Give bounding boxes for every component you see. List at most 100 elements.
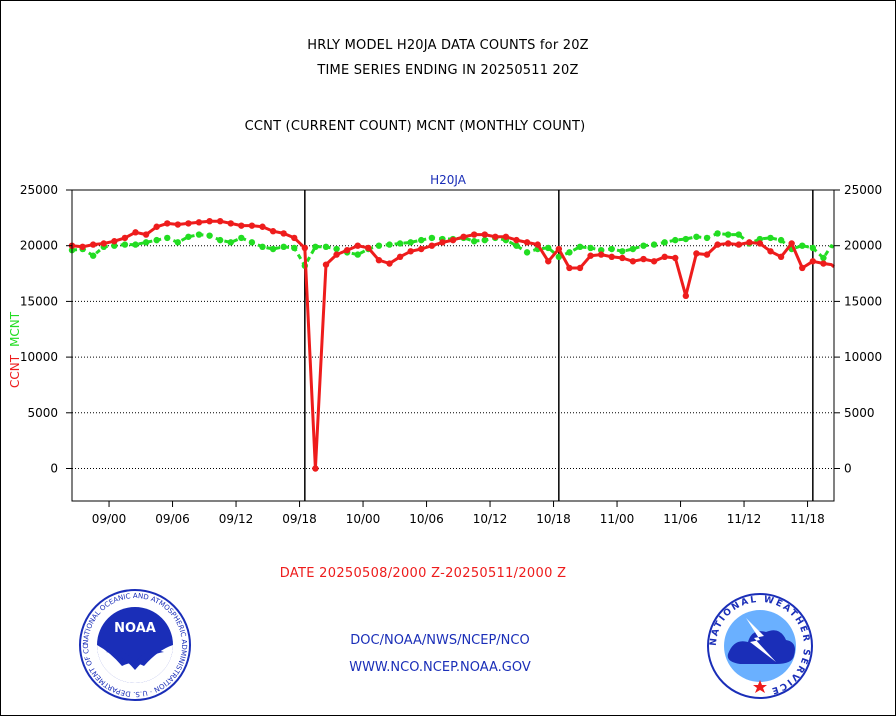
mcnt-data-point bbox=[809, 244, 817, 252]
ccnt-data-point bbox=[333, 251, 340, 258]
ccnt-data-point bbox=[820, 260, 827, 267]
ccnt-data-point bbox=[238, 222, 245, 229]
ccnt-data-point bbox=[597, 251, 605, 258]
ccnt-data-point bbox=[386, 260, 393, 267]
ccnt-data-point bbox=[619, 254, 626, 262]
ccnt-data-point bbox=[301, 244, 309, 252]
y-tick-label-right: 15000 bbox=[844, 294, 882, 308]
y-tick-label-right: 10000 bbox=[844, 350, 882, 364]
mcnt-data-point bbox=[206, 232, 213, 239]
y-tick-label-left: 5000 bbox=[27, 406, 58, 420]
mcnt-data-point bbox=[545, 244, 552, 252]
ccnt-data-point bbox=[777, 253, 785, 261]
ccnt-data-point bbox=[312, 465, 319, 472]
mcnt-data-point bbox=[174, 239, 182, 246]
x-tick-label: 10/18 bbox=[536, 512, 571, 526]
mcnt-data-point bbox=[640, 242, 647, 249]
ccnt-data-point bbox=[672, 254, 679, 262]
ccnt-data-point bbox=[396, 253, 404, 261]
ccnt-data-point bbox=[608, 253, 615, 261]
mcnt-data-point bbox=[672, 236, 679, 244]
x-tick-label: 09/00 bbox=[92, 512, 127, 526]
mcnt-data-point bbox=[89, 252, 97, 259]
ccnt-data-point bbox=[788, 240, 795, 247]
org-url[interactable]: WWW.NCO.NCEP.NOAA.GOV bbox=[349, 660, 531, 675]
mcnt-data-point bbox=[470, 238, 478, 245]
y-tick-label-right: 0 bbox=[844, 462, 852, 476]
mcnt-data-point bbox=[111, 242, 118, 249]
mcnt-data-point bbox=[418, 236, 425, 244]
chart-title-line2: TIME SERIES ENDING IN 20250511 20Z bbox=[317, 63, 579, 78]
ccnt-data-point bbox=[206, 217, 213, 225]
nws-logo: NATIONAL WEATHER SERVICE bbox=[707, 593, 813, 699]
y-tick-label-right: 25000 bbox=[844, 183, 882, 197]
plot-area-border bbox=[71, 189, 835, 502]
mcnt-data-point bbox=[195, 231, 203, 238]
mcnt-data-point bbox=[375, 242, 383, 249]
ccnt-data-point bbox=[724, 240, 732, 247]
ccnt-data-point bbox=[100, 240, 107, 247]
mcnt-data-point bbox=[523, 249, 531, 256]
mcnt-data-point bbox=[629, 245, 637, 253]
y-label-mcnt: MCNT bbox=[8, 311, 22, 347]
ccnt-data-point bbox=[164, 220, 171, 227]
ccnt-data-point bbox=[216, 217, 224, 225]
mcnt-data-point bbox=[566, 249, 573, 256]
mcnt-data-point bbox=[682, 235, 690, 243]
x-tick-label: 11/00 bbox=[600, 512, 635, 526]
gridlines bbox=[72, 190, 834, 501]
mcnt-data-point bbox=[386, 241, 393, 248]
mcnt-data-point bbox=[619, 248, 626, 255]
mcnt-data-point bbox=[481, 236, 488, 244]
ccnt-data-point bbox=[661, 253, 668, 261]
y-tick-label-left: 10000 bbox=[20, 350, 58, 364]
mcnt-data-point bbox=[333, 245, 340, 253]
ccnt-data-point bbox=[291, 234, 298, 242]
ccnt-data-point bbox=[185, 220, 192, 227]
ccnt-data-point bbox=[248, 222, 256, 229]
x-tick-label: 11/18 bbox=[790, 512, 825, 526]
ccnt-data-point bbox=[799, 264, 806, 272]
x-tick-label: 09/06 bbox=[155, 512, 190, 526]
ccnt-data-point bbox=[322, 261, 330, 268]
ccnt-data-point bbox=[460, 233, 467, 240]
mcnt-data-point bbox=[650, 241, 658, 248]
ccnt-data-point bbox=[153, 223, 160, 230]
ccnt-data-point bbox=[89, 241, 97, 248]
y-label-ccnt: CCNT bbox=[8, 354, 22, 388]
ccnt-data-point bbox=[407, 248, 414, 255]
ccnt-data-point bbox=[259, 223, 266, 230]
mcnt-data-point bbox=[756, 235, 764, 243]
x-tick-label: 09/18 bbox=[282, 512, 317, 526]
ccnt-data-point bbox=[195, 219, 203, 226]
ccnt-data-point bbox=[375, 256, 383, 264]
mcnt-data-point bbox=[767, 234, 774, 242]
chart-legend-caption: CCNT (CURRENT COUNT) MCNT (MONTHLY COUNT… bbox=[244, 119, 586, 134]
mcnt-data-point bbox=[142, 239, 150, 246]
y-tick-label-left: 15000 bbox=[20, 294, 58, 308]
mcnt-data-point bbox=[724, 231, 732, 238]
ccnt-data-point bbox=[513, 236, 520, 244]
x-tick-label: 10/00 bbox=[346, 512, 381, 526]
ccnt-data-point bbox=[470, 231, 478, 238]
mcnt-data-point bbox=[354, 251, 361, 258]
ccnt-data-point bbox=[756, 240, 764, 247]
noaa-logo-text: NOAA bbox=[114, 621, 156, 636]
ccnt-data-point bbox=[682, 292, 690, 300]
ccnt-data-point bbox=[439, 239, 446, 246]
ccnt-data-point bbox=[343, 246, 351, 254]
y-axis-label: CCNT MCNT bbox=[8, 311, 22, 388]
ccnt-data-point bbox=[502, 233, 510, 240]
ccnt-data-point bbox=[121, 234, 129, 242]
mcnt-data-point bbox=[820, 254, 827, 262]
mcnt-data-point bbox=[248, 239, 256, 246]
axes: 0 0 5000 5000 10000 10000 15000 15000 20000 20000… bbox=[8, 183, 882, 526]
plot-title: H20JA bbox=[430, 173, 467, 187]
x-tick-label: 09/12 bbox=[219, 512, 254, 526]
ccnt-data-point bbox=[142, 231, 150, 238]
x-tick-label: 11/12 bbox=[727, 512, 762, 526]
ccnt-data-point bbox=[481, 231, 488, 238]
chart-title-line1: HRLY MODEL H20JA DATA COUNTS for 20Z bbox=[307, 38, 589, 53]
mcnt-data-point bbox=[396, 240, 404, 247]
